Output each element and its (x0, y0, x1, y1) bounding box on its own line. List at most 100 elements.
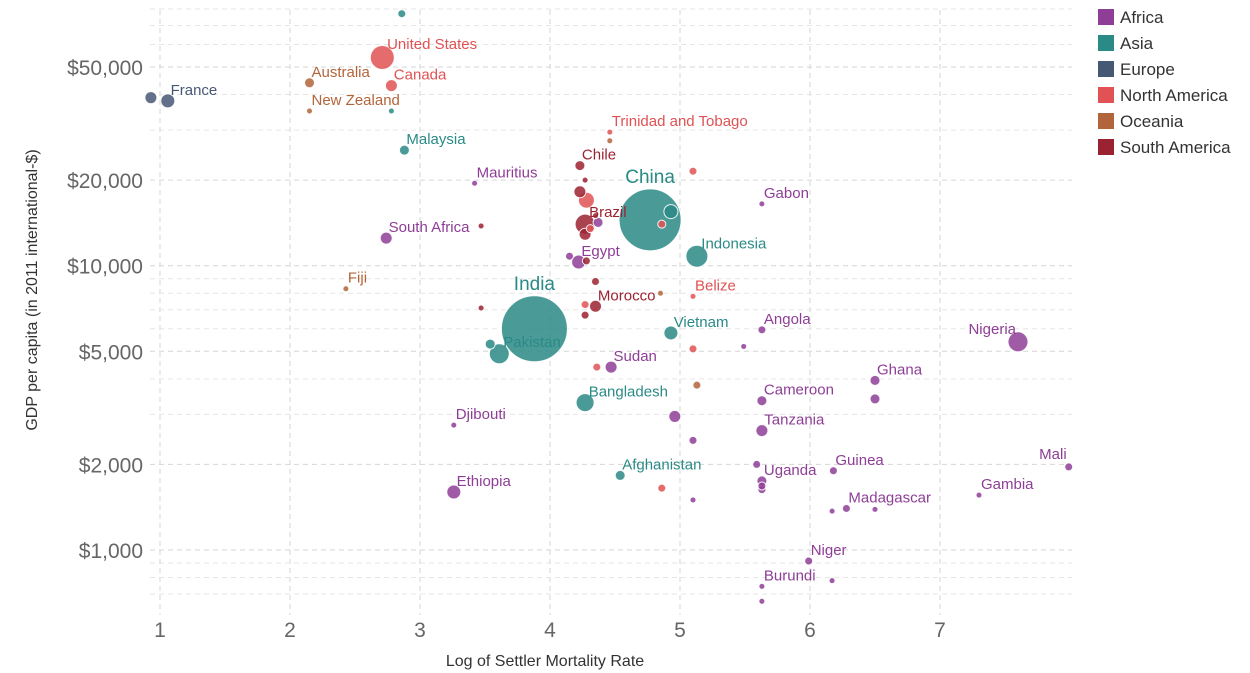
data-point[interactable] (1064, 462, 1074, 472)
point-label: Mali (1039, 446, 1067, 463)
data-point[interactable] (471, 179, 479, 187)
data-point[interactable] (379, 231, 393, 245)
data-point[interactable] (757, 481, 767, 491)
data-point[interactable] (740, 342, 748, 350)
data-point[interactable] (144, 91, 158, 105)
data-point[interactable] (160, 93, 176, 109)
data-point[interactable] (688, 344, 698, 354)
data-point[interactable] (580, 310, 590, 320)
data-point[interactable] (657, 483, 667, 493)
data-point[interactable] (304, 77, 315, 89)
y-tick-label: $2,000 (79, 454, 143, 477)
legend-swatch (1098, 113, 1114, 129)
data-point[interactable] (657, 289, 664, 297)
data-point[interactable] (589, 299, 602, 313)
legend-swatch (1098, 35, 1114, 51)
legend-entry[interactable]: North America (1120, 86, 1228, 105)
data-point[interactable] (500, 295, 568, 363)
data-point[interactable] (689, 292, 697, 300)
y-tick-label: $1,000 (79, 540, 143, 563)
data-point[interactable] (869, 374, 881, 386)
data-point[interactable] (668, 409, 682, 423)
point-label: Tanzania (764, 412, 825, 429)
data-point[interactable] (752, 459, 762, 469)
data-point[interactable] (828, 466, 838, 476)
data-point[interactable] (575, 393, 595, 413)
point-label: Malaysia (406, 131, 466, 148)
data-point[interactable] (592, 212, 599, 220)
data-point[interactable] (592, 362, 602, 372)
data-point[interactable] (606, 137, 614, 145)
data-point[interactable] (685, 244, 709, 268)
data-point[interactable] (828, 507, 836, 515)
data-point[interactable] (663, 325, 679, 341)
data-point[interactable] (581, 256, 591, 266)
legend-entry[interactable]: Asia (1120, 34, 1154, 53)
data-point[interactable] (580, 300, 590, 310)
data-point[interactable] (606, 128, 614, 136)
data-point[interactable] (618, 188, 682, 252)
data-point[interactable] (689, 496, 697, 504)
point-label: Gambia (981, 476, 1034, 493)
legend-entry[interactable]: Europe (1120, 60, 1175, 79)
point-label: Morocco (598, 287, 656, 304)
data-point[interactable] (581, 176, 589, 184)
data-point[interactable] (804, 556, 814, 566)
data-point[interactable] (306, 107, 313, 115)
legend-entry[interactable]: South America (1120, 138, 1231, 157)
data-point[interactable] (828, 577, 836, 585)
point-label: China (625, 167, 675, 188)
data-point[interactable] (688, 166, 698, 176)
data-point[interactable] (657, 219, 667, 229)
y-tick-label: $5,000 (79, 341, 143, 364)
data-point[interactable] (384, 79, 398, 93)
data-point[interactable] (591, 276, 600, 286)
data-point[interactable] (663, 204, 679, 220)
data-point[interactable] (565, 251, 574, 261)
data-point[interactable] (450, 421, 458, 429)
point-label: Egypt (581, 243, 620, 260)
data-point[interactable] (692, 380, 702, 390)
data-point[interactable] (342, 285, 350, 293)
legend[interactable]: Africa Asia Europe North America Oceania Sout… (1098, 8, 1231, 157)
data-point[interactable] (484, 338, 496, 350)
data-point[interactable] (757, 325, 767, 335)
data-point[interactable] (573, 185, 587, 199)
data-point[interactable] (614, 469, 626, 481)
point-label: Sudan (614, 348, 657, 365)
x-tick-label: 1 (154, 619, 166, 642)
grid (150, 8, 1072, 615)
data-point[interactable] (975, 491, 983, 499)
data-point[interactable] (398, 144, 410, 156)
data-point[interactable] (488, 343, 510, 365)
x-axis-title: Log of Settler Mortality Rate (446, 653, 644, 670)
data-point[interactable] (1007, 331, 1029, 353)
data-point[interactable] (574, 160, 586, 172)
data-point[interactable] (477, 304, 485, 312)
data-point[interactable] (758, 200, 766, 208)
data-point[interactable] (387, 107, 395, 115)
x-tick-label: 3 (414, 619, 426, 642)
data-point[interactable] (397, 9, 407, 19)
y-axis-title: GDP per capita (in 2011 international-$) (24, 149, 41, 430)
data-point[interactable] (756, 395, 768, 407)
point-label: France (171, 82, 218, 99)
data-point[interactable] (871, 505, 879, 513)
point-label: Djibouti (456, 406, 506, 423)
data-point[interactable] (758, 582, 766, 590)
data-point[interactable] (869, 393, 881, 405)
legend-entry[interactable]: Oceania (1120, 112, 1184, 131)
data-point[interactable] (841, 503, 851, 513)
x-tick-label: 4 (544, 619, 556, 642)
point-label: Afghanistan (622, 456, 701, 473)
data-point[interactable] (585, 224, 595, 234)
data-point[interactable] (477, 222, 485, 230)
data-point[interactable] (688, 435, 698, 445)
data-point[interactable] (758, 597, 766, 605)
legend-entry[interactable]: Africa (1120, 8, 1164, 27)
data-point[interactable] (604, 360, 618, 374)
data-point[interactable] (755, 424, 769, 438)
data-point[interactable] (369, 44, 395, 70)
data-point[interactable] (446, 484, 462, 500)
